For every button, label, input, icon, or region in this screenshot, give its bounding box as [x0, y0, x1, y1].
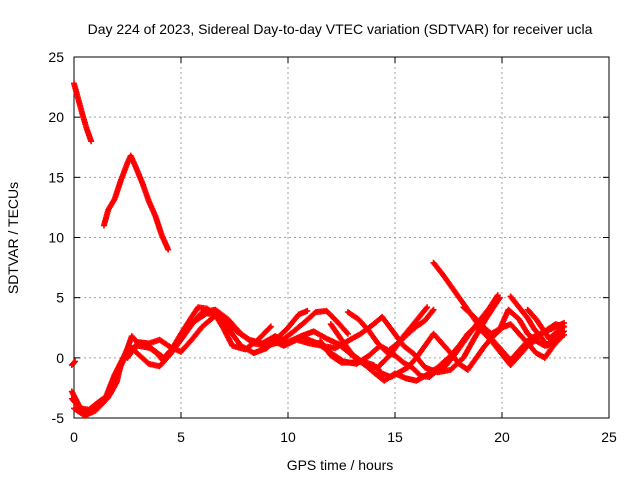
- x-tick-label: 0: [70, 429, 78, 445]
- chart-title: Day 224 of 2023, Sidereal Day-to-day VTE…: [88, 21, 593, 37]
- x-axis: 0 5 10 15 20 25: [70, 57, 617, 445]
- data-point: [266, 324, 273, 331]
- data-point: [494, 292, 501, 299]
- data-point: [72, 358, 79, 365]
- data-point: [424, 304, 431, 311]
- data-point: [561, 331, 568, 338]
- x-tick-label: 10: [280, 429, 296, 445]
- y-tick-label: 20: [48, 109, 64, 125]
- data-point: [561, 323, 568, 330]
- series-track-16: [524, 306, 568, 342]
- y-axis-label: SDTVAR / TECUs: [5, 182, 21, 294]
- data-point: [344, 330, 351, 337]
- x-axis-label: GPS time / hours: [287, 457, 394, 473]
- y-tick-label: 15: [48, 169, 64, 185]
- data-point: [267, 323, 274, 330]
- data-point: [304, 307, 311, 314]
- series-track-2: [100, 152, 172, 253]
- y-tick-label: -5: [52, 410, 65, 426]
- x-tick-label: 5: [177, 429, 185, 445]
- series-track-12: [302, 306, 437, 367]
- series-track-1: [71, 80, 95, 145]
- data-point: [430, 306, 437, 313]
- y-tick-label: 10: [48, 230, 64, 246]
- y-tick-label: 25: [48, 49, 64, 65]
- series-track-3: [68, 358, 79, 369]
- x-tick-label: 20: [494, 429, 510, 445]
- data-point: [88, 138, 95, 145]
- data-marks: [68, 80, 568, 419]
- y-tick-label: 0: [56, 350, 64, 366]
- data-point: [165, 246, 172, 253]
- x-tick-label: 25: [601, 429, 617, 445]
- y-axis: -5 0 5 10 15 20 25: [48, 49, 609, 426]
- series-track-5: [68, 307, 311, 415]
- series-track-15: [507, 293, 568, 349]
- y-tick-label: 5: [56, 290, 64, 306]
- x-tick-label: 15: [387, 429, 403, 445]
- series-track-10: [327, 321, 568, 384]
